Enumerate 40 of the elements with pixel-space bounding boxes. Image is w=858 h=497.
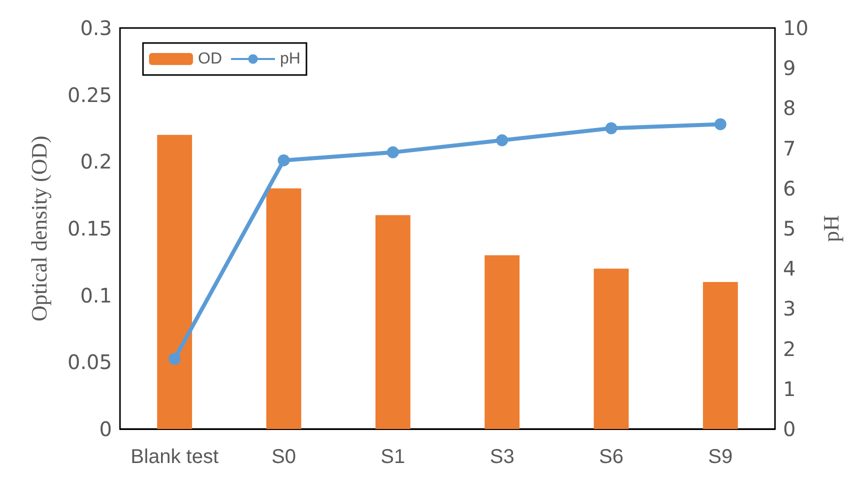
legend-label: pH [280, 50, 300, 68]
y2-tick-label: 8 [783, 96, 796, 120]
bar [266, 188, 302, 429]
point [278, 154, 290, 166]
y2-tick-label: 6 [783, 176, 796, 200]
y2-tick-label: 9 [783, 56, 796, 80]
point [605, 122, 618, 134]
y2-tick-label: 10 [783, 16, 808, 40]
bar [484, 255, 520, 429]
y-axis-title: Optical density (OD) [26, 136, 52, 322]
x-tick-label: S3 [490, 446, 514, 468]
x-tick-label: S9 [708, 446, 733, 468]
bar [702, 282, 738, 429]
y2-tick-label: 5 [783, 216, 796, 240]
y-tick-label: 0.3 [80, 16, 112, 40]
point [168, 352, 181, 365]
bar [375, 215, 410, 429]
point [714, 118, 726, 130]
y2-tick-label: 2 [783, 336, 796, 361]
y2-tick-label: 0 [783, 417, 796, 441]
x-tick-label: S1 [380, 446, 406, 468]
bar [157, 134, 192, 429]
point [386, 146, 399, 158]
bar [594, 268, 629, 429]
y2-tick-label: 1 [783, 376, 796, 401]
x-tick-label: S0 [272, 446, 296, 468]
x-tick-label: S6 [599, 446, 624, 468]
y2-tick-label: 7 [783, 136, 796, 160]
y2-axis-title: pH [818, 214, 844, 242]
legend-label: OD [198, 50, 222, 68]
point [496, 134, 508, 146]
x-tick-label: Blank test [130, 446, 219, 468]
y-tick-label: 0.15 [67, 216, 112, 240]
y2-tick-label: 4 [783, 256, 796, 281]
y-tick-label: 0 [99, 417, 112, 441]
y2-tick-label: 3 [783, 296, 796, 321]
y-tick-label: 0.25 [67, 82, 112, 107]
y-tick-label: 0.2 [80, 150, 112, 174]
y-tick-label: 0.05 [67, 350, 112, 374]
y-tick-label: 0.1 [80, 283, 112, 308]
